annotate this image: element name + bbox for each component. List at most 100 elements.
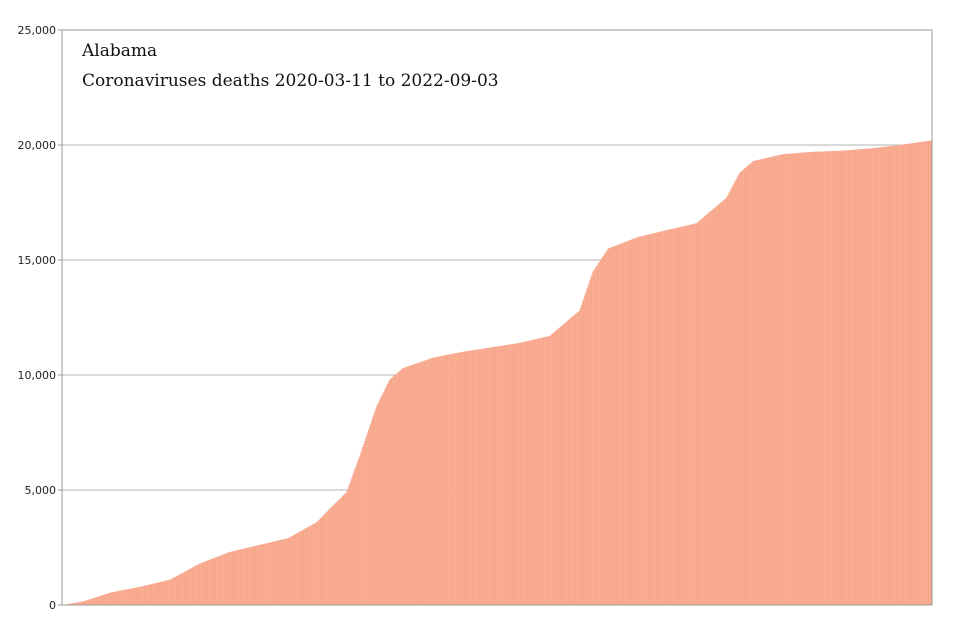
bar bbox=[812, 151, 814, 606]
bar bbox=[283, 539, 285, 605]
bar bbox=[808, 152, 810, 605]
bar bbox=[259, 544, 261, 605]
bar bbox=[158, 582, 161, 605]
bar bbox=[927, 140, 929, 605]
bar bbox=[517, 343, 519, 605]
bar bbox=[212, 558, 214, 605]
bar bbox=[117, 591, 119, 605]
bar bbox=[134, 587, 137, 605]
bar bbox=[294, 534, 296, 605]
bar bbox=[688, 224, 690, 606]
bar bbox=[727, 194, 730, 606]
bar bbox=[850, 149, 852, 606]
bar bbox=[772, 156, 775, 605]
bar bbox=[649, 234, 651, 606]
bar bbox=[481, 348, 483, 605]
bar bbox=[600, 260, 602, 605]
bar bbox=[356, 463, 358, 605]
bar bbox=[918, 142, 920, 605]
bar bbox=[414, 364, 416, 605]
bar bbox=[536, 338, 539, 605]
bar bbox=[886, 146, 889, 605]
bar bbox=[557, 328, 560, 605]
bar bbox=[663, 230, 665, 606]
bar bbox=[159, 582, 162, 605]
bar bbox=[793, 153, 796, 605]
bar bbox=[769, 157, 772, 605]
bar bbox=[110, 592, 113, 605]
bar bbox=[753, 160, 755, 605]
bar bbox=[739, 172, 741, 605]
bar bbox=[398, 371, 401, 605]
bar bbox=[644, 235, 646, 605]
bar bbox=[560, 326, 563, 605]
bar bbox=[191, 567, 193, 605]
bar bbox=[124, 589, 126, 605]
bar bbox=[774, 155, 777, 606]
bar bbox=[456, 352, 458, 605]
bar bbox=[734, 181, 736, 605]
bar bbox=[520, 342, 522, 605]
bar bbox=[305, 528, 307, 605]
bar bbox=[682, 226, 684, 605]
bar bbox=[188, 569, 190, 605]
bar bbox=[468, 350, 471, 605]
bar bbox=[312, 524, 314, 605]
bar bbox=[882, 147, 884, 605]
bar bbox=[567, 320, 569, 605]
bar bbox=[612, 246, 614, 605]
bar bbox=[664, 230, 666, 605]
bar bbox=[501, 345, 503, 605]
bar bbox=[437, 356, 439, 605]
bar bbox=[273, 541, 275, 605]
bar bbox=[338, 499, 340, 605]
bar bbox=[74, 602, 76, 605]
bar bbox=[610, 247, 613, 605]
bar bbox=[566, 321, 568, 605]
bar bbox=[887, 146, 890, 605]
bar bbox=[273, 541, 276, 605]
bar bbox=[173, 577, 175, 605]
bar bbox=[145, 585, 147, 605]
bar bbox=[129, 588, 131, 605]
bar bbox=[85, 600, 87, 605]
bar bbox=[637, 237, 639, 605]
bar bbox=[498, 346, 500, 605]
bar bbox=[698, 220, 701, 606]
bar bbox=[251, 546, 254, 605]
bar bbox=[605, 251, 608, 606]
bar bbox=[249, 547, 251, 605]
bar bbox=[693, 223, 695, 605]
bar bbox=[181, 572, 184, 605]
bar bbox=[862, 148, 865, 606]
bar bbox=[508, 344, 510, 605]
bar bbox=[587, 285, 590, 605]
bar bbox=[216, 556, 218, 605]
bar bbox=[653, 233, 656, 605]
bar bbox=[636, 237, 638, 605]
bar bbox=[81, 601, 83, 605]
bar bbox=[728, 192, 731, 606]
bar bbox=[316, 522, 318, 605]
bar bbox=[848, 150, 850, 605]
bar bbox=[162, 581, 165, 605]
bar bbox=[83, 601, 85, 605]
bar bbox=[798, 152, 801, 605]
bar bbox=[240, 549, 242, 605]
bar bbox=[705, 214, 707, 606]
bar bbox=[519, 342, 521, 605]
bar bbox=[527, 341, 529, 605]
bar bbox=[95, 597, 97, 605]
bar bbox=[152, 583, 154, 605]
bar bbox=[666, 230, 668, 605]
bar bbox=[761, 159, 763, 605]
bar bbox=[708, 212, 710, 605]
bar bbox=[250, 546, 253, 605]
bar bbox=[262, 544, 264, 605]
bar bbox=[478, 349, 480, 605]
bar bbox=[179, 574, 181, 605]
bar bbox=[837, 150, 840, 606]
bar bbox=[675, 227, 678, 605]
bar bbox=[80, 601, 82, 605]
bar bbox=[87, 599, 90, 605]
